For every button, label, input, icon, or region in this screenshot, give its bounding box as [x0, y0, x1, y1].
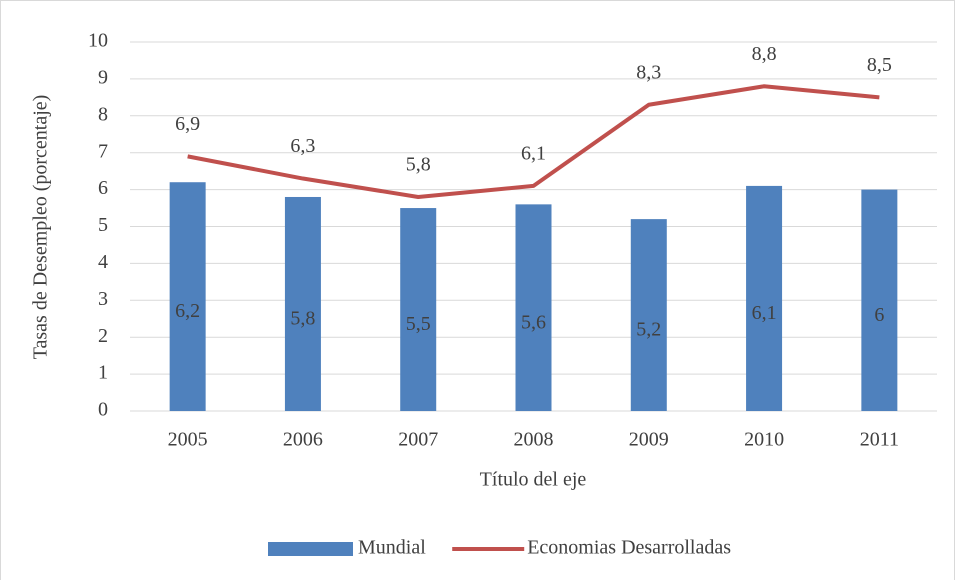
data-label: 5,5	[406, 313, 431, 335]
data-label: 6,2	[175, 300, 200, 322]
y-tick-label: 8	[98, 103, 108, 125]
data-label: 6	[874, 304, 884, 326]
y-axis-title: Tasas de Desempleo (porcentaje)	[30, 95, 52, 360]
data-label: 6,9	[175, 113, 200, 135]
line	[187, 84, 880, 199]
data-label: 6,1	[752, 302, 777, 324]
x-tick-label: 2011	[860, 429, 899, 451]
y-tick-label: 10	[88, 30, 108, 52]
x-tick-label: 2007	[398, 429, 438, 451]
data-label: 5,8	[406, 154, 431, 176]
legend-label: Economias Desarrolladas	[527, 537, 731, 559]
data-label: 6,1	[521, 143, 546, 165]
x-tick-label: 2010	[744, 429, 784, 451]
x-tick-label: 2005	[168, 429, 208, 451]
x-tick-label: 2008	[514, 429, 554, 451]
y-tick-label: 0	[98, 399, 108, 421]
bar	[746, 185, 783, 411]
data-label: 6,3	[290, 135, 315, 157]
data-label: 5,8	[290, 308, 315, 330]
bar	[515, 204, 552, 411]
y-tick-label: 1	[98, 362, 108, 384]
x-axis-title: Título del eje	[480, 469, 587, 491]
legend-swatch	[268, 542, 353, 556]
bar	[630, 219, 667, 411]
data-label: 5,6	[521, 311, 546, 333]
legend-label: Mundial	[358, 537, 426, 559]
data-label: 8,3	[636, 61, 661, 83]
data-label: 8,5	[867, 54, 892, 76]
data-label: 5,2	[636, 319, 661, 341]
x-tick-label: 2009	[629, 429, 669, 451]
y-tick-label: 2	[98, 325, 108, 347]
y-tick-label: 3	[98, 288, 108, 310]
bar	[861, 189, 898, 411]
bar	[400, 208, 437, 411]
y-tick-label: 5	[98, 214, 108, 236]
y-tick-label: 7	[98, 140, 108, 162]
y-tick-label: 6	[98, 177, 108, 199]
bar	[284, 196, 321, 411]
y-tick-label: 4	[98, 251, 108, 273]
data-label: 8,8	[752, 43, 777, 65]
y-tick-label: 9	[98, 66, 108, 88]
bar	[169, 182, 206, 411]
x-tick-label: 2006	[283, 429, 323, 451]
